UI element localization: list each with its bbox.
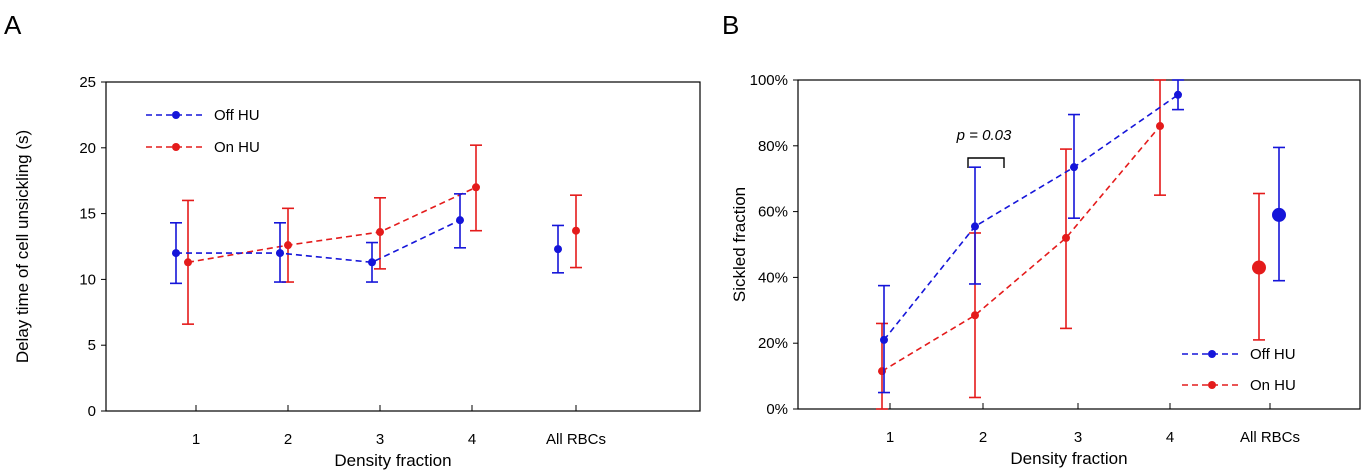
y-tick-label: 5 bbox=[88, 337, 96, 354]
series-line-off-hu bbox=[883, 94, 1179, 341]
legend-marker bbox=[1208, 381, 1216, 389]
legend-label: Off HU bbox=[214, 107, 260, 124]
data-point bbox=[276, 249, 284, 258]
p-value-annotation: p = 0.03 bbox=[956, 127, 1012, 144]
y-tick-label: 0 bbox=[88, 403, 96, 420]
data-point bbox=[1272, 207, 1286, 222]
data-point bbox=[971, 222, 979, 231]
data-point bbox=[1252, 260, 1266, 275]
legend-label: On HU bbox=[1250, 377, 1296, 394]
data-point bbox=[1174, 90, 1182, 99]
chart-b: 0% 20% 40% 60% 80% 100% 1 2 3 4 All RBCs Density fr… bbox=[730, 72, 1361, 468]
data-point bbox=[1070, 163, 1078, 172]
data-point bbox=[971, 311, 979, 320]
x-tick-label: 2 bbox=[284, 431, 292, 448]
y-tick-label: 100% bbox=[750, 72, 788, 89]
y-tick-label: 60% bbox=[758, 204, 788, 221]
y-tick-label: 25 bbox=[79, 74, 96, 91]
legend-label: On HU bbox=[214, 139, 260, 156]
legend-marker bbox=[172, 143, 180, 151]
data-point bbox=[472, 183, 480, 192]
data-point bbox=[172, 249, 180, 258]
legend-marker bbox=[172, 111, 180, 119]
y-axis-title: Sickled fraction bbox=[730, 187, 749, 302]
x-axis-title: Density fraction bbox=[334, 451, 451, 470]
legend-marker bbox=[1208, 350, 1216, 358]
x-tick-label: 1 bbox=[886, 429, 894, 446]
data-point bbox=[1156, 122, 1164, 131]
chart-a: 0 5 10 15 20 25 1 2 3 4 All RBCs Density fraction De… bbox=[13, 74, 701, 470]
y-tick-label: 20 bbox=[79, 140, 96, 157]
x-tick-label: All RBCs bbox=[1240, 429, 1300, 446]
series-line-on-hu bbox=[187, 186, 477, 264]
data-point bbox=[184, 258, 192, 267]
data-point bbox=[456, 216, 464, 225]
x-axis-title: Density fraction bbox=[1010, 449, 1127, 468]
series-line-on-hu bbox=[881, 125, 1161, 372]
plot-frame bbox=[797, 79, 1361, 410]
data-point bbox=[554, 245, 562, 254]
data-point bbox=[284, 241, 292, 250]
data-point bbox=[572, 226, 580, 235]
y-tick-label: 0% bbox=[766, 401, 788, 418]
plot-frame bbox=[105, 81, 701, 412]
x-tick-label: 2 bbox=[979, 429, 987, 446]
series-line-off-hu bbox=[176, 219, 461, 264]
legend-label: Off HU bbox=[1250, 346, 1296, 363]
y-tick-label: 10 bbox=[79, 271, 96, 288]
x-tick-label: 1 bbox=[192, 431, 200, 448]
y-tick-label: 15 bbox=[79, 206, 96, 223]
x-tick-label: All RBCs bbox=[546, 431, 606, 448]
y-axis-title: Delay time of cell unsickling (s) bbox=[13, 130, 32, 363]
panel-b-letter: B bbox=[722, 10, 739, 40]
x-tick-label: 3 bbox=[1074, 429, 1082, 446]
x-tick-label: 4 bbox=[468, 431, 476, 448]
data-point bbox=[880, 335, 888, 344]
x-tick-label: 4 bbox=[1166, 429, 1174, 446]
data-point bbox=[368, 258, 376, 267]
panel-a-letter: A bbox=[4, 10, 22, 40]
y-tick-label: 20% bbox=[758, 335, 788, 352]
data-point bbox=[376, 228, 384, 237]
y-tick-label: 40% bbox=[758, 269, 788, 286]
significance-bracket bbox=[967, 157, 1005, 168]
x-tick-label: 3 bbox=[376, 431, 384, 448]
y-tick-label: 80% bbox=[758, 138, 788, 155]
data-point bbox=[1062, 233, 1070, 242]
